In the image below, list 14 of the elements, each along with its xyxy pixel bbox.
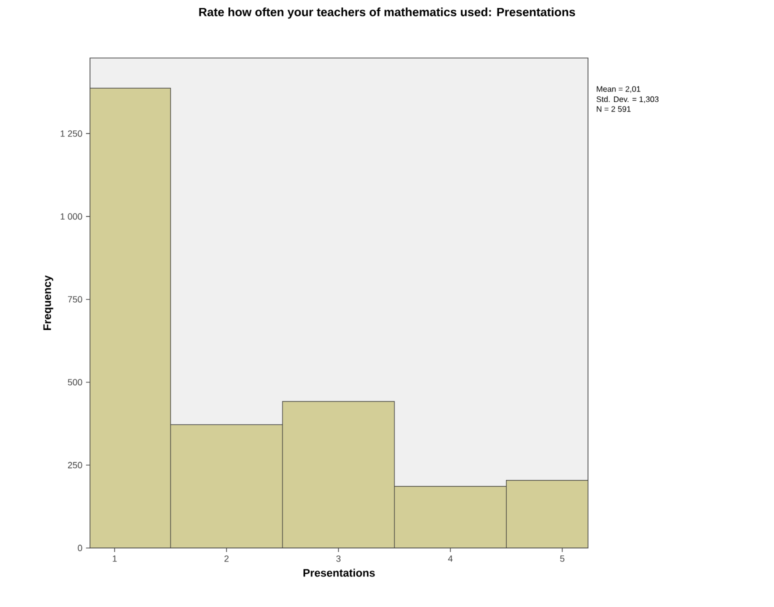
x-axis-title: Presentations — [304, 568, 375, 577]
y-tick-label: 750 — [68, 296, 82, 303]
x-tick-label: 1 — [112, 556, 117, 562]
chart-title: Rate how often your teachers of mathematics used: Presentations — [199, 8, 576, 19]
x-tick-label: 2 — [224, 556, 229, 562]
x-tick-label: 4 — [448, 556, 453, 562]
y-tick-label: 250 — [68, 462, 82, 468]
y-tick-label: 500 — [68, 379, 82, 386]
x-tick-label: 5 — [560, 556, 564, 562]
y-tick-label: 1 250 — [60, 130, 82, 137]
y-tick-label: 1 000 — [60, 213, 82, 220]
x-tick-label: 3 — [336, 556, 341, 562]
y-tick-label: 0 — [78, 544, 82, 552]
y-axis-title: Frequency — [43, 275, 54, 330]
